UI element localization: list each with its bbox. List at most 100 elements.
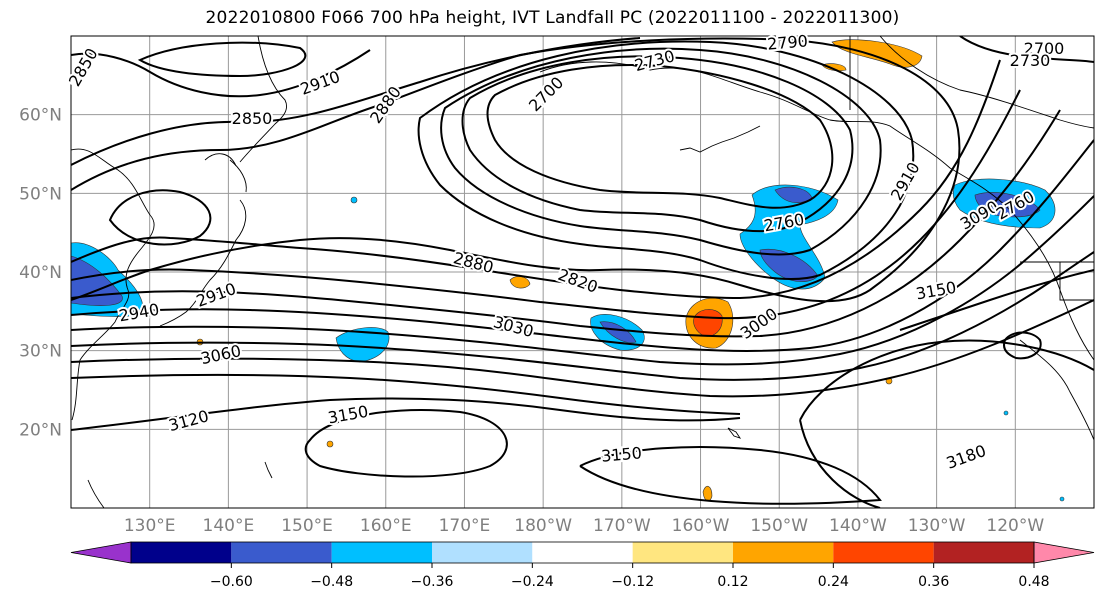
contour-2910 [71, 89, 1021, 320]
height-contour-label: 2850 [65, 45, 102, 90]
contour-3090 [71, 374, 741, 415]
colorbar-bin [231, 542, 332, 563]
colorbar-tick-label: −0.24 [511, 574, 554, 590]
height-contour-label: 2790 [766, 31, 808, 53]
colorbar-extend-low [70, 541, 132, 564]
japan-coast [159, 199, 247, 327]
ivt-positive-area [702, 485, 713, 502]
colorbar-tick-label: 0.24 [818, 574, 849, 590]
contour-ne-corner [959, 36, 1094, 63]
contour-north-loop [137, 41, 307, 78]
longitude-tick-label: 150°E [281, 516, 333, 536]
ivt-moderate-negative-area [599, 321, 637, 343]
contour-2730 [461, 55, 854, 233]
ivt-positive-area [821, 63, 847, 72]
colorbar-frame [130, 541, 1035, 564]
ivt-negative-dot [350, 196, 358, 204]
sakhalin-coast [204, 153, 237, 167]
contour-2760 [440, 47, 882, 256]
colorbar-bin [733, 542, 834, 563]
colorbar-bin [632, 542, 733, 563]
height-contour-label: 3120 [166, 406, 210, 435]
latitude-tick-label: 60°N [19, 106, 62, 126]
height-contour-label: 2910 [887, 159, 924, 204]
contour-2820 [71, 37, 961, 303]
contour-3030 [71, 251, 1094, 381]
longitude-tick-label: 150°W [750, 516, 808, 536]
contour-3150-south [304, 409, 508, 478]
ivt-negative-dot [1059, 496, 1065, 502]
ivt-moderate-negative-area [974, 192, 1041, 218]
aleutian-coast [679, 125, 761, 153]
latitude-tick-label: 40°N [19, 263, 62, 283]
height-contour-label: 3030 [491, 312, 535, 341]
height-contour-label: 2910 [298, 67, 343, 99]
island-chain [87, 461, 273, 508]
hawaii-coast [727, 427, 742, 439]
height-contour-label: 2850 [232, 109, 273, 128]
height-contour-label: 2730 [1010, 51, 1051, 70]
height-contours [71, 36, 1094, 508]
ivt-positive-dot [326, 440, 334, 448]
colorbar: −0.60 −0.48 −0.36 −0.24 −0.12 0.12 0.24 0.36 0.4… [70, 541, 1095, 590]
height-contour-label: 3000 [737, 304, 781, 343]
asia-coast [71, 148, 155, 421]
longitude-tick-label: 160°E [360, 516, 412, 536]
longitude-tick-label: 170°E [439, 516, 491, 536]
map-title: 2022010800 F066 700 hPa height, IVT Land… [205, 8, 900, 28]
contour-2880 [71, 59, 1001, 300]
longitude-tick-label: 120°W [986, 516, 1044, 536]
colorbar-bin [432, 542, 533, 563]
colorbar-tick-label: 0.48 [1018, 574, 1049, 590]
coastlines [71, 36, 1094, 508]
contour-2970 [71, 139, 1094, 352]
contour-north-asia [71, 49, 371, 98]
height-contour-label: 3150 [914, 278, 957, 304]
latitude-tick-label: 20°N [19, 420, 62, 440]
contour-3120 [71, 397, 741, 431]
height-contour-label: 2700 [1024, 39, 1065, 58]
contour-3180 [799, 339, 1094, 508]
contour-3180-loop [1003, 331, 1042, 360]
longitude-tick-label: 130°E [124, 516, 176, 536]
colorbar-tick-label: −0.12 [611, 574, 654, 590]
contour-3150-central [579, 446, 882, 505]
colorbar-extend-high [1033, 541, 1095, 564]
longitude-tick-label: 140°E [203, 516, 255, 536]
colorbar-bin [933, 542, 1034, 563]
japan-north-coast [229, 159, 247, 193]
colorbar-bin [131, 542, 232, 563]
contour-3150-east [899, 269, 1094, 331]
colorbar-tick-label: 0.12 [717, 574, 748, 590]
colorbar-bin [833, 542, 934, 563]
contour-2700 [486, 64, 834, 209]
longitude-tick-label: 170°W [593, 516, 651, 536]
kamchatka-coast [239, 36, 287, 163]
colorbar-tick-label: −0.36 [411, 574, 454, 590]
colorbar-tick-label: 0.36 [918, 574, 949, 590]
colorbar-bin [331, 542, 432, 563]
longitude-ticks: 130°E 140°E 150°E 160°E 170°E 180°W 170°W 160°W… [124, 516, 1045, 536]
contour-west-low [108, 189, 212, 246]
longitude-tick-label: 130°W [908, 516, 966, 536]
colorbar-tick-label: −0.60 [210, 574, 253, 590]
baja-coast [1019, 339, 1094, 441]
latitude-tick-label: 50°N [19, 184, 62, 204]
latitude-ticks: 20°N 30°N 40°N 50°N 60°N [19, 106, 62, 441]
height-contour-label: 2730 [632, 46, 676, 75]
height-contour-label: 3150 [600, 443, 642, 465]
map-frame [70, 35, 1095, 509]
height-contour-label: 2910 [194, 279, 239, 311]
alaska-coast [539, 61, 1094, 361]
longitude-tick-label: 140°W [829, 516, 887, 536]
contour-2850 [71, 37, 641, 166]
colorbar-bin [532, 542, 633, 563]
ivt-negative-dot [1003, 410, 1009, 416]
contour-2940 [71, 109, 1061, 338]
ivt-positive-area [509, 276, 531, 289]
height-contour-label: 3180 [944, 441, 989, 473]
ivt-negative-area [335, 327, 390, 363]
height-contour-label: 3150 [326, 402, 369, 428]
latitude-tick-label: 30°N [19, 342, 62, 362]
